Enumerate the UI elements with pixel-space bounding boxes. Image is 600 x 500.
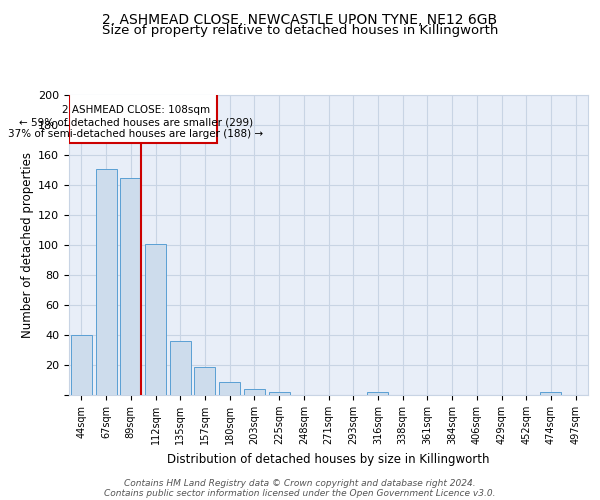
Text: Size of property relative to detached houses in Killingworth: Size of property relative to detached ho… bbox=[102, 24, 498, 37]
Bar bbox=[95, 168, 116, 395]
Y-axis label: Number of detached properties: Number of detached properties bbox=[21, 152, 34, 338]
FancyBboxPatch shape bbox=[69, 90, 217, 143]
Bar bbox=[170, 341, 191, 395]
Text: Contains HM Land Registry data © Crown copyright and database right 2024.: Contains HM Land Registry data © Crown c… bbox=[124, 478, 476, 488]
X-axis label: Distribution of detached houses by size in Killingworth: Distribution of detached houses by size … bbox=[167, 452, 490, 466]
Bar bbox=[367, 392, 388, 395]
Text: Contains public sector information licensed under the Open Government Licence v3: Contains public sector information licen… bbox=[104, 488, 496, 498]
Bar bbox=[71, 335, 92, 395]
Bar bbox=[244, 389, 265, 395]
Text: 37% of semi-detached houses are larger (188) →: 37% of semi-detached houses are larger (… bbox=[8, 129, 263, 139]
Bar bbox=[219, 382, 240, 395]
Bar bbox=[194, 366, 215, 395]
Text: 2, ASHMEAD CLOSE, NEWCASTLE UPON TYNE, NE12 6GB: 2, ASHMEAD CLOSE, NEWCASTLE UPON TYNE, N… bbox=[103, 12, 497, 26]
Bar bbox=[269, 392, 290, 395]
Bar bbox=[541, 392, 562, 395]
Bar bbox=[120, 178, 141, 395]
Text: 2 ASHMEAD CLOSE: 108sqm: 2 ASHMEAD CLOSE: 108sqm bbox=[62, 105, 210, 115]
Text: ← 59% of detached houses are smaller (299): ← 59% of detached houses are smaller (29… bbox=[19, 117, 253, 127]
Bar bbox=[145, 244, 166, 395]
